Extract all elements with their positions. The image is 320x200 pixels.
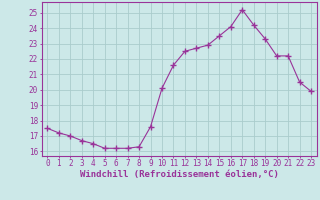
X-axis label: Windchill (Refroidissement éolien,°C): Windchill (Refroidissement éolien,°C) <box>80 170 279 179</box>
